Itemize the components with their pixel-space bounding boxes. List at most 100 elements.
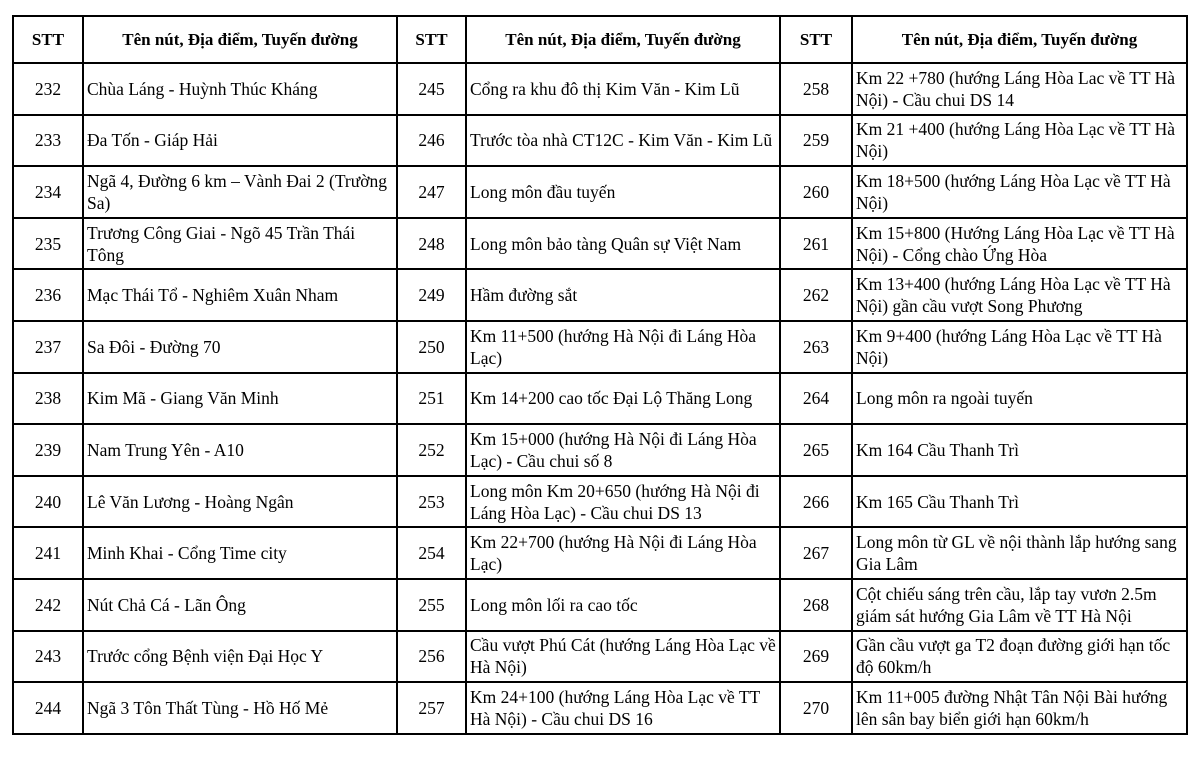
stt-cell: 245	[396, 62, 467, 116]
stt-cell: 261	[779, 216, 853, 271]
stt-cell: 233	[12, 113, 84, 168]
location-cell: Km 14+200 cao tốc Đại Lộ Thăng Long	[465, 371, 781, 426]
location-cell: Long môn từ GL về nội thành lắp hướng sa…	[851, 526, 1188, 580]
location-cell: Ngã 4, Đường 6 km – Vành Đai 2 (Trường S…	[82, 165, 398, 219]
header-name: Tên nút, Địa điểm, Tuyến đường	[82, 15, 398, 64]
header-row: STT Tên nút, Địa điểm, Tuyến đường STT T…	[12, 15, 1188, 64]
table-row: 238 Kim Mã - Giang Văn Minh 251 Km 14+200 c…	[12, 371, 1188, 426]
location-cell: Long môn ra ngoài tuyến	[851, 371, 1188, 426]
stt-cell: 250	[396, 319, 467, 374]
table-row: 239 Nam Trung Yên - A10 252 Km 15+000 (hướn…	[12, 423, 1188, 477]
location-cell: Lê Văn Lương - Hoàng Ngân	[82, 474, 398, 529]
location-cell: Km 21 +400 (hướng Láng Hòa Lạc về TT Hà …	[851, 113, 1188, 168]
header-name: Tên nút, Địa điểm, Tuyến đường	[851, 15, 1188, 64]
location-cell: Minh Khai - Cổng Time city	[82, 526, 398, 580]
stt-cell: 237	[12, 319, 84, 374]
location-cell: Sa Đôi - Đường 70	[82, 319, 398, 374]
camera-location-table: STT Tên nút, Địa điểm, Tuyến đường STT T…	[12, 15, 1188, 735]
location-cell: Km 11+500 (hướng Hà Nội đi Láng Hòa Lạc)	[465, 319, 781, 374]
stt-cell: 263	[779, 319, 853, 374]
table-row: 235 Trương Công Giai - Ngõ 45 Trần Thái T…	[12, 216, 1188, 271]
location-cell: Km 15+800 (Hướng Láng Hòa Lạc về TT Hà N…	[851, 216, 1188, 271]
header-stt: STT	[779, 15, 853, 64]
stt-cell: 259	[779, 113, 853, 168]
stt-cell: 255	[396, 577, 467, 632]
table-body: 232 Chùa Láng - Huỳnh Thúc Kháng 245 Cổng r…	[12, 62, 1188, 735]
stt-cell: 252	[396, 423, 467, 477]
stt-cell: 232	[12, 62, 84, 116]
location-cell: Trương Công Giai - Ngõ 45 Trần Thái Tông	[82, 216, 398, 271]
stt-cell: 240	[12, 474, 84, 529]
stt-cell: 242	[12, 577, 84, 632]
location-cell: Km 15+000 (hướng Hà Nội đi Láng Hòa Lạc)…	[465, 423, 781, 477]
location-cell: Đa Tốn - Giáp Hải	[82, 113, 398, 168]
header-name: Tên nút, Địa điểm, Tuyến đường	[465, 15, 781, 64]
location-cell: Long môn đầu tuyến	[465, 165, 781, 219]
stt-cell: 244	[12, 681, 84, 735]
stt-cell: 262	[779, 268, 853, 322]
location-cell: Gần cầu vượt ga T2 đoạn đường giới hạn t…	[851, 629, 1188, 684]
stt-cell: 235	[12, 216, 84, 271]
stt-cell: 241	[12, 526, 84, 580]
location-cell: Km 24+100 (hướng Láng Hòa Lạc về TT Hà N…	[465, 681, 781, 735]
header-stt: STT	[396, 15, 467, 64]
table-row: 241 Minh Khai - Cổng Time city 254 Km 22+70…	[12, 526, 1188, 580]
stt-cell: 239	[12, 423, 84, 477]
stt-cell: 236	[12, 268, 84, 322]
stt-cell: 270	[779, 681, 853, 735]
stt-cell: 257	[396, 681, 467, 735]
location-cell: Km 22+700 (hướng Hà Nội đi Láng Hòa Lạc)	[465, 526, 781, 580]
table-row: 234 Ngã 4, Đường 6 km – Vành Đai 2 (Trườ…	[12, 165, 1188, 219]
location-cell: Hầm đường sắt	[465, 268, 781, 322]
table-row: 240 Lê Văn Lương - Hoàng Ngân 253 Long môn …	[12, 474, 1188, 529]
location-cell: Cột chiếu sáng trên cầu, lắp tay vươn 2.…	[851, 577, 1188, 632]
stt-cell: 249	[396, 268, 467, 322]
stt-cell: 260	[779, 165, 853, 219]
location-cell: Km 11+005 đường Nhật Tân Nội Bài hướng l…	[851, 681, 1188, 735]
table-row: 242 Nút Chả Cá - Lãn Ông 255 Long môn lối r…	[12, 577, 1188, 632]
location-cell: Cổng ra khu đô thị Kim Văn - Kim Lũ	[465, 62, 781, 116]
location-cell: Km 164 Cầu Thanh Trì	[851, 423, 1188, 477]
location-cell: Trước cổng Bệnh viện Đại Học Y	[82, 629, 398, 684]
stt-cell: 248	[396, 216, 467, 271]
stt-cell: 269	[779, 629, 853, 684]
location-cell: Nút Chả Cá - Lãn Ông	[82, 577, 398, 632]
location-cell: Cầu vượt Phú Cát (hướng Láng Hòa Lạc về …	[465, 629, 781, 684]
stt-cell: 258	[779, 62, 853, 116]
location-cell: Nam Trung Yên - A10	[82, 423, 398, 477]
location-cell: Ngã 3 Tôn Thất Tùng - Hồ Hố Mẻ	[82, 681, 398, 735]
table-row: 237 Sa Đôi - Đường 70 250 Km 11+500 (hướng …	[12, 319, 1188, 374]
table-row: 232 Chùa Láng - Huỳnh Thúc Kháng 245 Cổng r…	[12, 62, 1188, 116]
table-row: 244 Ngã 3 Tôn Thất Tùng - Hồ Hố Mẻ 257 Km 2…	[12, 681, 1188, 735]
stt-cell: 238	[12, 371, 84, 426]
location-cell: Kim Mã - Giang Văn Minh	[82, 371, 398, 426]
stt-cell: 265	[779, 423, 853, 477]
location-cell: Long môn bảo tàng Quân sự Việt Nam	[465, 216, 781, 271]
location-cell: Km 13+400 (hướng Láng Hòa Lạc về TT Hà N…	[851, 268, 1188, 322]
stt-cell: 264	[779, 371, 853, 426]
stt-cell: 267	[779, 526, 853, 580]
location-cell: Trước tòa nhà CT12C - Kim Văn - Kim Lũ	[465, 113, 781, 168]
header-stt: STT	[12, 15, 84, 64]
stt-cell: 251	[396, 371, 467, 426]
stt-cell: 266	[779, 474, 853, 529]
location-cell: Long môn Km 20+650 (hướng Hà Nội đi Láng…	[465, 474, 781, 529]
location-cell: Long môn lối ra cao tốc	[465, 577, 781, 632]
stt-cell: 268	[779, 577, 853, 632]
location-cell: Km 22 +780 (hướng Láng Hòa Lac về TT Hà …	[851, 62, 1188, 116]
stt-cell: 246	[396, 113, 467, 168]
location-cell: Km 165 Cầu Thanh Trì	[851, 474, 1188, 529]
table-row: 236 Mạc Thái Tổ - Nghiêm Xuân Nham 249 Hầm …	[12, 268, 1188, 322]
table-row: 233 Đa Tốn - Giáp Hải 246 Trước tòa nhà CT1…	[12, 113, 1188, 168]
stt-cell: 253	[396, 474, 467, 529]
stt-cell: 243	[12, 629, 84, 684]
stt-cell: 234	[12, 165, 84, 219]
stt-cell: 254	[396, 526, 467, 580]
location-cell: Km 18+500 (hướng Láng Hòa Lạc về TT Hà N…	[851, 165, 1188, 219]
table-row: 243 Trước cổng Bệnh viện Đại Học Y 256 Cầu …	[12, 629, 1188, 684]
location-cell: Chùa Láng - Huỳnh Thúc Kháng	[82, 62, 398, 116]
stt-cell: 256	[396, 629, 467, 684]
location-cell: Mạc Thái Tổ - Nghiêm Xuân Nham	[82, 268, 398, 322]
stt-cell: 247	[396, 165, 467, 219]
location-cell: Km 9+400 (hướng Láng Hòa Lạc về TT Hà Nộ…	[851, 319, 1188, 374]
